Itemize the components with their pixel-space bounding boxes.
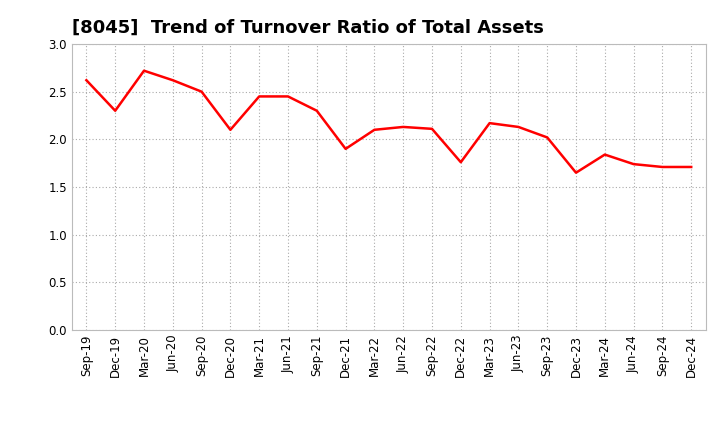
Text: [8045]  Trend of Turnover Ratio of Total Assets: [8045] Trend of Turnover Ratio of Total … <box>72 19 544 37</box>
